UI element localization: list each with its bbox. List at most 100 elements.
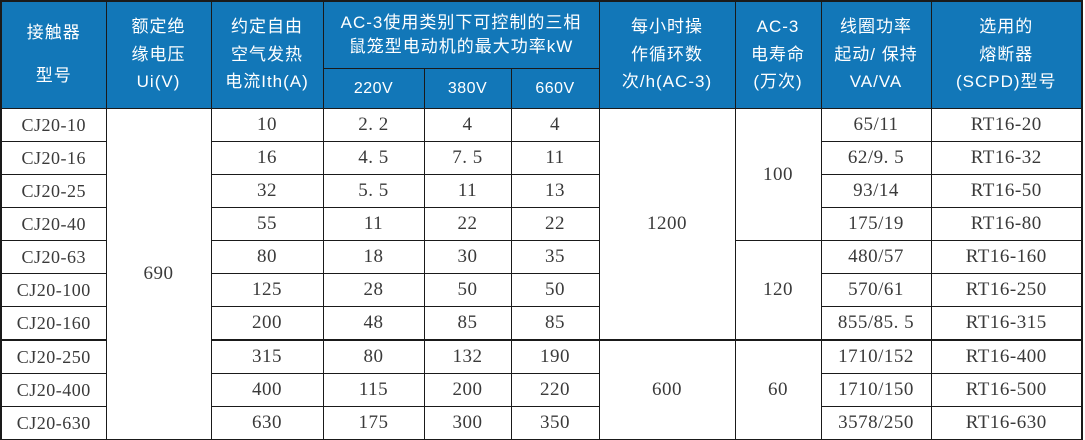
header-ac3-max-power-group: AC-3使用类别下可控制的三相 鼠笼型电动机的最大功率kW <box>322 0 600 69</box>
cell-ith: 16 <box>210 141 324 175</box>
cell-cycles-high: 1200 <box>598 108 736 341</box>
cell-kw220: 5. 5 <box>322 174 425 208</box>
cell-coil: 1710/152 <box>820 339 932 374</box>
header-cycles-line2: 作循环数 <box>631 44 703 64</box>
cell-kw380: 11 <box>423 174 512 208</box>
cell-fuse: RT16-50 <box>930 174 1083 208</box>
header-voltage-220v: 220V <box>322 68 425 109</box>
cell-ith: 10 <box>210 108 324 142</box>
table-row: CJ20-40 55 11 22 22 175/19 RT16-80 <box>0 207 1083 241</box>
cell-kw660: 350 <box>510 406 600 440</box>
header-life-line2: 电寿命 <box>751 44 805 64</box>
cell-kw660: 35 <box>510 240 600 274</box>
header-insulation-line2: 缘电压 <box>131 44 186 64</box>
cell-kw220: 80 <box>322 339 425 374</box>
header-insulation-line1: 额定绝 <box>131 16 186 36</box>
cell-kw380: 30 <box>423 240 512 274</box>
table-body: CJ20-10 690 10 2. 2 4 4 1200 100 65/11 R… <box>0 108 1083 440</box>
cell-model: CJ20-16 <box>0 141 107 175</box>
cell-model: CJ20-160 <box>0 306 107 341</box>
table-row: CJ20-10 690 10 2. 2 4 4 1200 100 65/11 R… <box>0 108 1083 440</box>
cell-ith: 400 <box>210 373 324 407</box>
cell-coil: 175/19 <box>820 207 932 241</box>
table-row: CJ20-16 16 4. 5 7. 5 11 62/9. 5 RT16-32 <box>0 141 1083 175</box>
cell-kw660: 220 <box>510 373 600 407</box>
header-coil-line2: 起动/ 保持 <box>834 44 918 64</box>
header-coil-line1: 线圈功率 <box>840 16 912 36</box>
header-contactor-model: 接触器 型号 <box>0 0 107 109</box>
cell-fuse: RT16-250 <box>930 273 1083 307</box>
cell-model: CJ20-25 <box>0 174 107 208</box>
cell-kw660: 22 <box>510 207 600 241</box>
cell-fuse: RT16-80 <box>930 207 1083 241</box>
cell-kw660: 85 <box>510 306 600 341</box>
cell-kw220: 4. 5 <box>322 141 425 175</box>
table-row: CJ20-250 315 80 132 190 600 60 1710/152 … <box>0 339 1083 440</box>
cell-fuse: RT16-20 <box>930 108 1083 142</box>
cell-kw380: 300 <box>423 406 512 440</box>
cell-kw220: 175 <box>322 406 425 440</box>
table-header: 接触器 型号 额定绝 缘电压 Ui(V) 约定自由 空气发热 电流Ith(A) <box>0 0 1083 109</box>
cell-model: CJ20-400 <box>0 373 107 407</box>
cell-coil: 855/85. 5 <box>820 306 932 341</box>
header-coil-line3: VA/VA <box>849 72 903 92</box>
cell-fuse: RT16-630 <box>930 406 1083 440</box>
header-fuse-line2: 熔断器 <box>979 44 1034 64</box>
header-thermal-line2: 空气发热 <box>231 44 303 64</box>
cell-coil: 93/14 <box>820 174 932 208</box>
cell-kw660: 4 <box>510 108 600 142</box>
header-operating-cycles: 每小时操 作循环数 次/h(AC-3) <box>598 0 736 109</box>
cell-model: CJ20-63 <box>0 240 107 274</box>
header-contactor-model-line1: 接触器 <box>26 23 81 43</box>
cell-kw660: 11 <box>510 141 600 175</box>
cell-model: CJ20-630 <box>0 406 107 440</box>
header-rated-insulation-voltage: 额定绝 缘电压 Ui(V) <box>105 0 212 109</box>
cell-ith: 32 <box>210 174 324 208</box>
cell-kw380: 85 <box>423 306 512 341</box>
cell-ui-voltage: 690 <box>105 108 212 440</box>
cell-cycles-low: 600 <box>598 339 736 440</box>
cell-fuse: RT16-32 <box>930 141 1083 175</box>
cell-coil: 3578/250 <box>820 406 932 440</box>
cell-fuse: RT16-160 <box>930 240 1083 274</box>
cell-model: CJ20-10 <box>0 108 107 142</box>
header-life-line3: (万次) <box>753 72 803 92</box>
header-thermal-current: 约定自由 空气发热 电流Ith(A) <box>210 0 324 109</box>
header-fuse-type: 选用的 熔断器 (SCPD)型号 <box>930 0 1083 109</box>
header-cycles-line1: 每小时操 <box>631 16 703 36</box>
cell-model: CJ20-100 <box>0 273 107 307</box>
header-fuse-line1: 选用的 <box>979 16 1034 36</box>
cell-life-c: 60 <box>734 339 822 440</box>
header-ac3-power-line1: AC-3使用类别下可控制的三相 <box>340 12 582 32</box>
header-cycles-line3: 次/h(AC-3) <box>621 72 713 92</box>
table-row: CJ20-630 630 175 300 350 3578/250 RT16-6… <box>0 406 1083 440</box>
cell-life-a: 100 <box>734 108 822 241</box>
cell-ith: 125 <box>210 273 324 307</box>
cell-fuse: RT16-315 <box>930 306 1083 341</box>
header-voltage-380v: 380V <box>423 68 512 109</box>
cell-coil: 62/9. 5 <box>820 141 932 175</box>
cell-kw220: 48 <box>322 306 425 341</box>
cell-kw380: 4 <box>423 108 512 142</box>
cell-kw660: 50 <box>510 273 600 307</box>
cell-kw220: 18 <box>322 240 425 274</box>
header-fuse-line3: (SCPD)型号 <box>955 72 1057 92</box>
cell-kw380: 7. 5 <box>423 141 512 175</box>
cell-ith: 200 <box>210 306 324 341</box>
cell-ith: 315 <box>210 339 324 374</box>
cell-model: CJ20-250 <box>0 339 107 374</box>
header-coil-power: 线圈功率 起动/ 保持 VA/VA <box>820 0 932 109</box>
cell-fuse: RT16-400 <box>930 339 1083 374</box>
cell-kw660: 190 <box>510 339 600 374</box>
cell-coil: 65/11 <box>820 108 932 142</box>
header-insulation-line3: Ui(V) <box>136 72 181 92</box>
cell-kw220: 11 <box>322 207 425 241</box>
cell-model: CJ20-40 <box>0 207 107 241</box>
cell-kw220: 115 <box>322 373 425 407</box>
cell-kw660: 13 <box>510 174 600 208</box>
cell-ith: 55 <box>210 207 324 241</box>
header-electrical-life: AC-3 电寿命 (万次) <box>734 0 822 109</box>
cell-kw380: 200 <box>423 373 512 407</box>
